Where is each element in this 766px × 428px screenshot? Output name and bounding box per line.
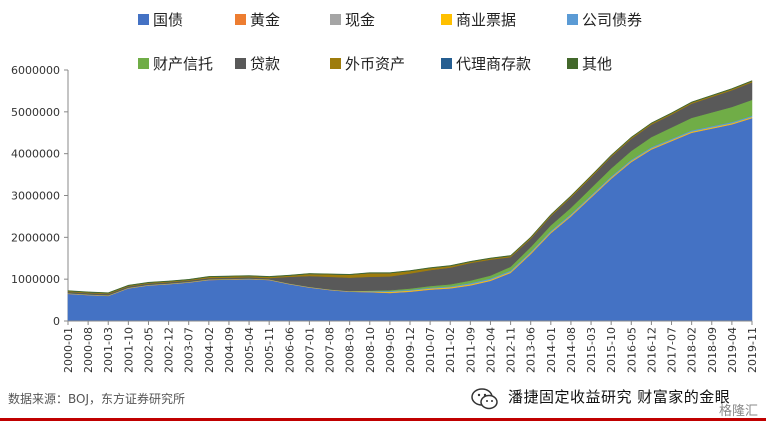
y-tick-label: 5000000 <box>11 106 60 119</box>
legend-swatch-6 <box>235 58 246 69</box>
x-tick-label: 2019-11 <box>746 327 759 373</box>
x-tick-label: 2000-08 <box>82 327 95 373</box>
legend-swatch-9 <box>567 58 578 69</box>
x-tick-label: 2002-12 <box>163 327 176 373</box>
x-tick-label: 2016-05 <box>625 327 638 373</box>
x-tick-label: 2011-09 <box>464 327 477 373</box>
plot-area <box>67 80 753 322</box>
x-tick-label: 2013-06 <box>525 327 538 373</box>
y-tick-label: 1000000 <box>11 273 60 286</box>
x-tick-label: 2010-07 <box>424 327 437 373</box>
y-tick-label: 0 <box>53 315 60 328</box>
x-tick-label: 2019-04 <box>726 327 739 373</box>
x-tick-label: 2000-01 <box>62 327 75 373</box>
watermark: 潘捷固定收益研究 财富家的金眼 格隆汇 <box>470 382 762 422</box>
legend-label-7: 外币资产 <box>345 55 405 73</box>
legend-label-2: 现金 <box>345 11 375 29</box>
x-tick-label: 2001-03 <box>102 327 115 373</box>
legend-swatch-8 <box>441 58 452 69</box>
legend-label-9: 其他 <box>582 55 612 73</box>
watermark-logo: 格隆汇 <box>718 404 758 419</box>
legend-swatch-5 <box>138 58 149 69</box>
legend-label-5: 财产信托 <box>153 55 213 73</box>
x-tick-label: 2003-07 <box>183 327 196 373</box>
x-tick-label: 2006-06 <box>283 327 296 373</box>
legend-label-0: 国债 <box>153 11 183 29</box>
legend-swatch-0 <box>138 14 149 25</box>
y-tick-label: 2000000 <box>11 231 60 244</box>
watermark-text: 潘捷固定收益研究 财富家的金眼 <box>508 388 731 406</box>
legend-label-8: 代理商存款 <box>456 55 531 73</box>
bottom-divider <box>0 418 766 421</box>
x-tick-label: 2018-02 <box>686 327 699 373</box>
x-tick-label: 2012-11 <box>505 327 518 373</box>
legend-label-3: 商业票据 <box>456 11 516 29</box>
legend-swatch-7 <box>330 58 341 69</box>
x-tick-label: 2009-12 <box>404 327 417 373</box>
x-tick-label: 2015-03 <box>585 327 598 373</box>
legend-swatch-1 <box>235 14 246 25</box>
x-tick-label: 2014-08 <box>565 327 578 373</box>
x-tick-label: 2011-02 <box>444 327 457 373</box>
y-tick-label: 4000000 <box>11 148 60 161</box>
x-tick-label: 2018-09 <box>706 327 719 373</box>
x-tick-label: 2014-01 <box>545 327 558 373</box>
x-tick-label: 2007-08 <box>324 327 337 373</box>
legend-label-1: 黄金 <box>250 11 280 29</box>
x-tick-label: 2004-09 <box>223 327 236 373</box>
x-tick-label: 2007-01 <box>303 327 316 373</box>
x-tick-label: 2001-10 <box>122 327 135 373</box>
source-note: 数据来源：BOJ，东方证券研究所 <box>8 392 186 406</box>
legend-swatch-4 <box>567 14 578 25</box>
x-tick-label: 2017-07 <box>666 327 679 373</box>
x-tick-label: 2012-04 <box>484 327 497 373</box>
legend-label-4: 公司债券 <box>582 11 642 29</box>
wechat-icon <box>471 388 498 410</box>
legend-swatch-3 <box>441 14 452 25</box>
x-tick-label: 2005-04 <box>243 327 256 373</box>
y-axis: 0 1000000 2000000 3000000 4000000 5000000 6000… <box>11 64 69 328</box>
y-tick-label: 3000000 <box>11 190 60 203</box>
x-tick-label: 2008-10 <box>364 327 377 373</box>
area-series-9 <box>67 80 753 294</box>
x-tick-label: 2002-05 <box>142 327 155 373</box>
x-tick-label: 2015-10 <box>605 327 618 373</box>
x-tick-label: 2016-12 <box>645 327 658 373</box>
x-axis: 2000-01 2000-08 2001-03 2001-10 2002-05 2002-… <box>62 320 759 373</box>
legend-label-6: 贷款 <box>250 55 280 73</box>
x-tick-label: 2008-03 <box>344 327 357 373</box>
x-tick-label: 2005-11 <box>263 327 276 373</box>
x-tick-label: 2009-05 <box>384 327 397 373</box>
y-tick-label: 6000000 <box>11 64 60 77</box>
x-tick-label: 2004-02 <box>203 327 216 373</box>
legend-swatch-2 <box>330 14 341 25</box>
